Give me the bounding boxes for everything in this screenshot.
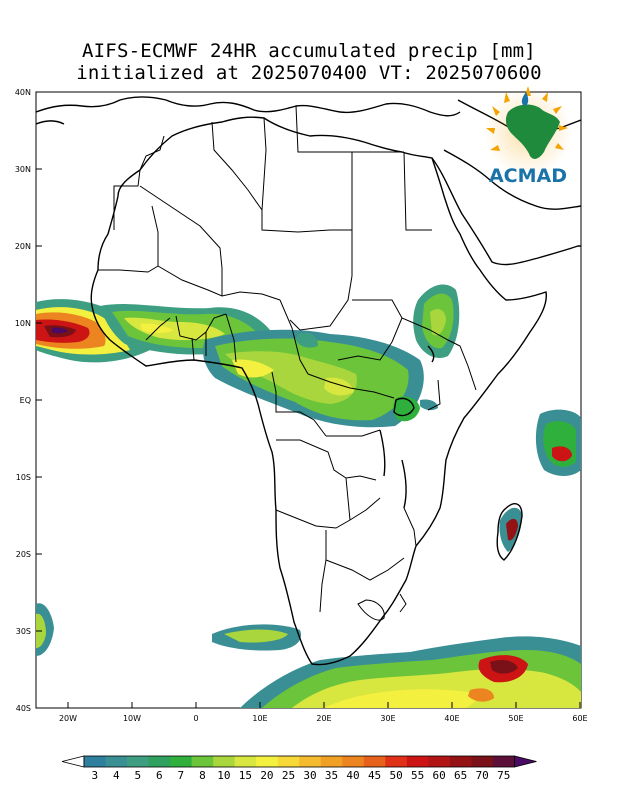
precip-field <box>36 284 581 708</box>
colorbar-swatch <box>449 756 472 767</box>
colorbar-over-triangle <box>514 755 537 768</box>
precip-indian-ocean <box>499 409 581 552</box>
longitude-labels: 20W 10W 0 10E 20E 30E 40E 50E 60E <box>59 714 588 723</box>
colorbar-swatch <box>127 756 150 767</box>
lon-label: 30E <box>380 714 395 723</box>
lat-label: 40S <box>16 704 31 713</box>
lon-label: 20E <box>316 714 331 723</box>
colorbar-swatch <box>428 756 451 767</box>
acmad-logo: ACMAD <box>484 86 572 187</box>
country-borders <box>98 105 477 621</box>
lat-label: 10N <box>15 319 31 328</box>
colorbar-swatch <box>342 756 365 767</box>
colorbar-label: 30 <box>303 769 316 782</box>
colorbar-label: 6 <box>156 769 163 782</box>
colorbar-label: 40 <box>346 769 359 782</box>
colorbar-label: 20 <box>260 769 273 782</box>
colorbar-label: 45 <box>368 769 381 782</box>
colorbar-label: 60 <box>433 769 446 782</box>
colorbar-swatch <box>148 756 171 767</box>
colorbar-swatch <box>191 756 214 767</box>
acmad-logo-text: ACMAD <box>489 165 567 187</box>
colorbar-swatch <box>105 756 128 767</box>
colorbar-swatch <box>492 756 515 767</box>
map-title-line-2: initialized at 2025070400 VT: 2025070600 <box>76 62 542 84</box>
colorbar-swatch <box>213 756 236 767</box>
colorbar-swatch <box>471 756 494 767</box>
colorbar-label: 3 <box>91 769 98 782</box>
colorbar: 3 4 5 6 7 8 10 15 20 25 30 35 40 45 50 55 60 65 70 75 <box>61 755 537 782</box>
colorbar-label: 70 <box>476 769 489 782</box>
colorbar-label: 25 <box>282 769 295 782</box>
precip-southern <box>36 603 581 708</box>
colorbar-label: 50 <box>389 769 402 782</box>
colorbar-label: 35 <box>325 769 338 782</box>
colorbar-swatch <box>234 756 257 767</box>
colorbar-swatch <box>406 756 429 767</box>
colorbar-label: 65 <box>454 769 467 782</box>
lon-label: 0 <box>193 714 198 723</box>
lat-label: 10S <box>16 473 31 482</box>
colorbar-swatch <box>363 756 386 767</box>
colorbar-label: 7 <box>178 769 185 782</box>
colorbar-under-triangle <box>61 755 85 768</box>
colorbar-label: 4 <box>113 769 120 782</box>
colorbar-swatch <box>320 756 343 767</box>
axis-ticks <box>36 91 581 709</box>
colorbar-label: 15 <box>239 769 252 782</box>
colorbar-swatch <box>277 756 300 767</box>
colorbar-label: 75 <box>497 769 510 782</box>
map-title-line-1: AIFS-ECMWF 24HR accumulated precip [mm] <box>82 40 536 62</box>
lon-label: 60E <box>572 714 587 723</box>
lat-label: EQ <box>20 396 31 405</box>
precip-central-africa <box>203 329 424 428</box>
colorbar-label: 5 <box>134 769 141 782</box>
latitude-labels: 40N 30N 20N 10N EQ 10S 20S 30S 40S <box>15 88 31 713</box>
lat-label: 40N <box>15 88 31 97</box>
colorbar-swatch <box>84 756 107 767</box>
lat-label: 30S <box>16 627 31 636</box>
colorbar-swatch <box>385 756 408 767</box>
lon-label: 10W <box>123 714 141 723</box>
lon-label: 20W <box>59 714 77 723</box>
colorbar-swatch <box>299 756 322 767</box>
colorbar-label: 8 <box>199 769 206 782</box>
lon-label: 10E <box>252 714 267 723</box>
lat-label: 30N <box>15 165 31 174</box>
africa-sun-logo-icon <box>484 86 572 176</box>
precip-west-atlantic <box>36 299 150 363</box>
lon-label: 40E <box>444 714 459 723</box>
colorbar-swatch <box>256 756 279 767</box>
colorbar-label: 55 <box>411 769 424 782</box>
colorbar-label: 10 <box>217 769 230 782</box>
lat-label: 20S <box>16 550 31 559</box>
lat-label: 20N <box>15 242 31 251</box>
colorbar-swatch <box>170 756 193 767</box>
lon-label: 50E <box>508 714 523 723</box>
